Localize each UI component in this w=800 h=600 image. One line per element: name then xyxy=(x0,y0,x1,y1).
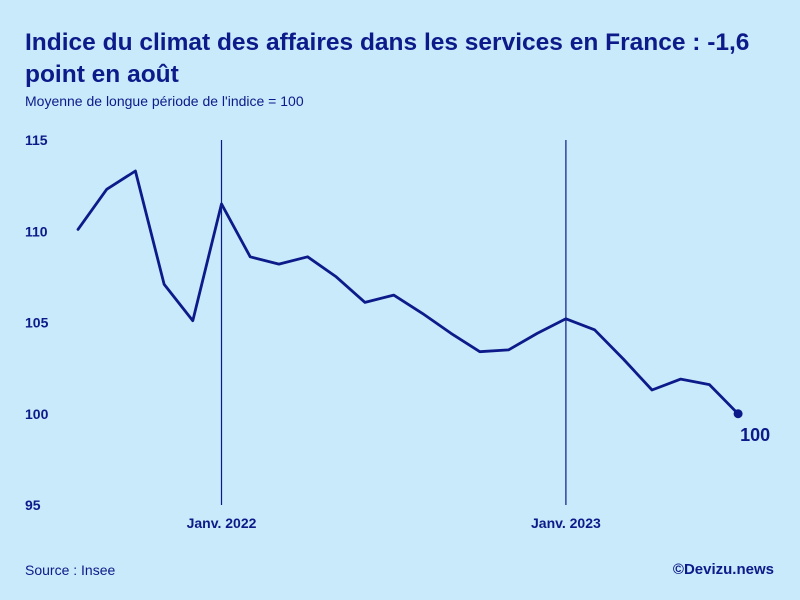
chart-title: Indice du climat des affaires dans les s… xyxy=(25,29,750,88)
last-data-point xyxy=(733,409,743,419)
y-tick-label: 105 xyxy=(25,315,49,331)
brand-credit: ©Devizu.news xyxy=(672,561,774,578)
x-tick-label: Janv. 2022 xyxy=(187,515,257,531)
y-tick-label: 110 xyxy=(25,223,48,239)
source-note: Source : Insee xyxy=(25,562,116,578)
x-tick-label: Janv. 2023 xyxy=(531,515,601,531)
chart-subtitle: Moyenne de longue période de l'indice = … xyxy=(25,93,304,109)
last-value-label: 100 xyxy=(740,425,770,445)
y-tick-label: 100 xyxy=(25,406,49,422)
series-line xyxy=(76,169,740,416)
y-tick-label: 95 xyxy=(25,497,41,513)
y-tick-label: 115 xyxy=(25,132,48,148)
